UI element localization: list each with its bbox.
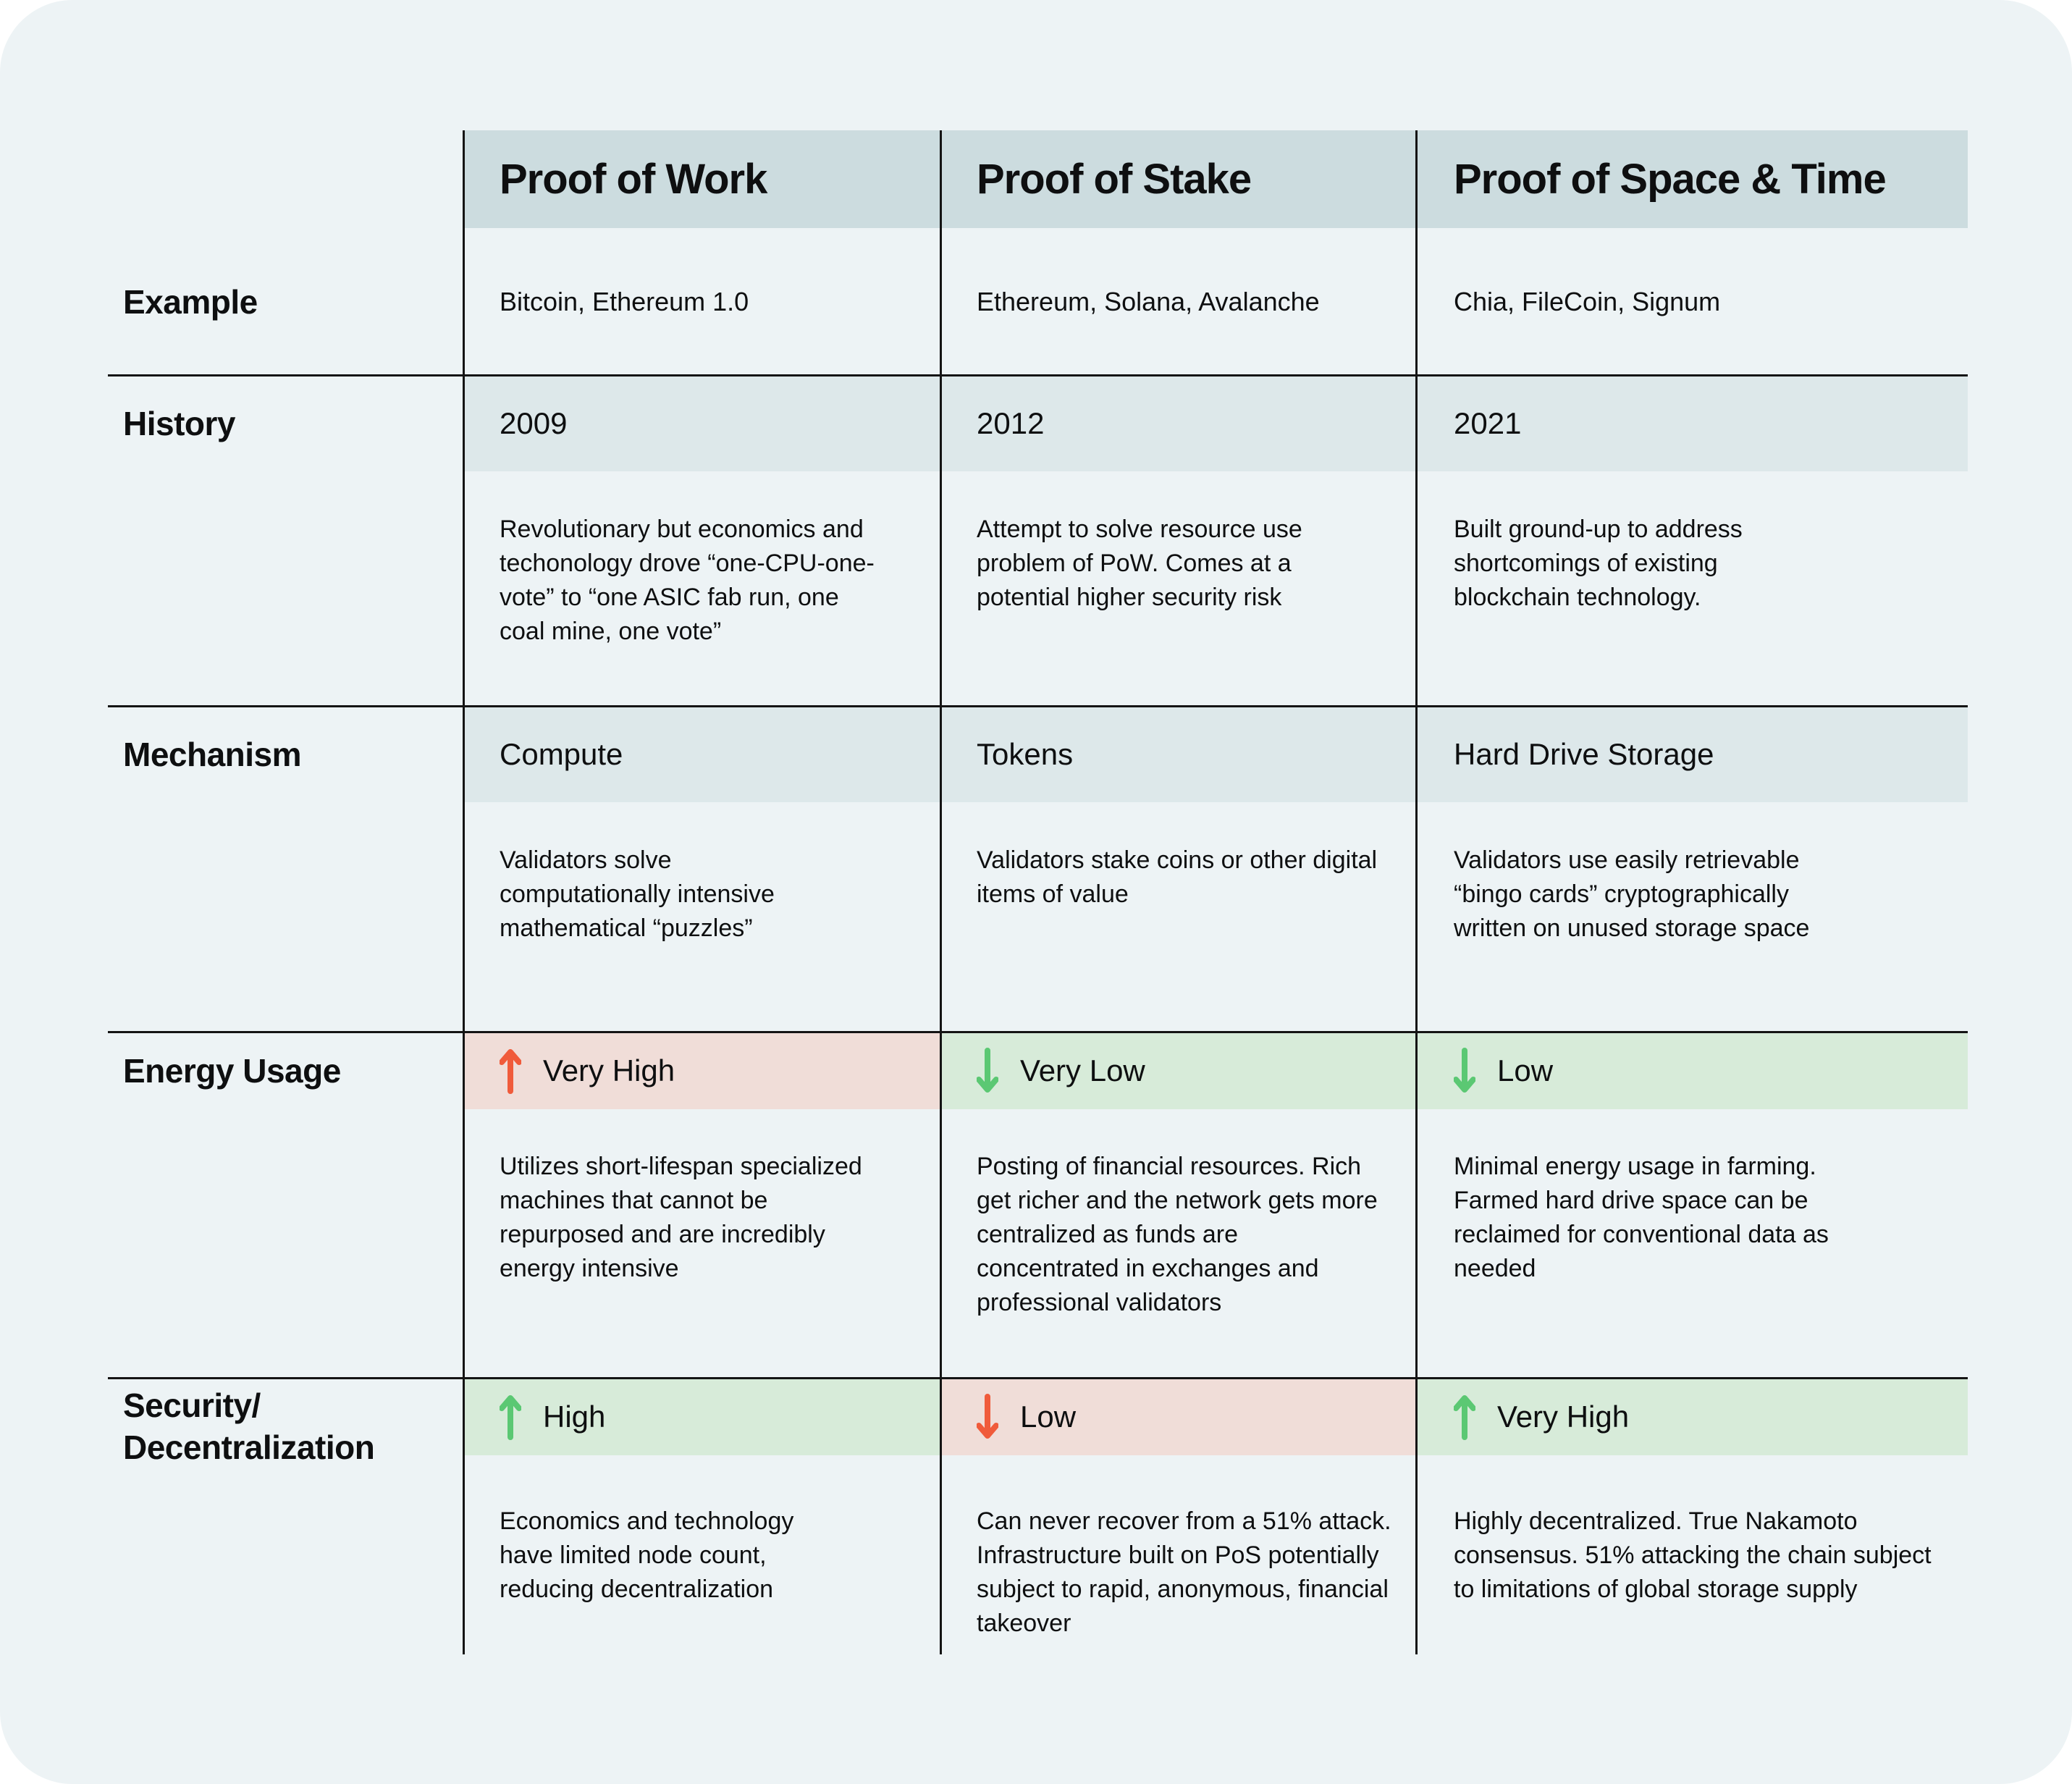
header-band <box>463 130 1968 228</box>
row-divider-2 <box>108 705 1968 707</box>
energy-badge-band-post <box>1416 1032 1968 1109</box>
badge-energy-pow-label: Very High <box>543 1053 675 1087</box>
badge-energy-post-label: Low <box>1497 1053 1554 1087</box>
badge-security-pow-label: High <box>543 1399 606 1434</box>
row-divider-4 <box>108 1377 1968 1379</box>
cell-energy-desc-pos: Posting of financial resources. Rich get… <box>977 1153 1378 1316</box>
security-badge-band-pow <box>463 1378 940 1455</box>
column-divider-2 <box>940 130 942 1654</box>
cell-security-desc-pos: Can never recover from a 51% attack. Inf… <box>977 1507 1391 1637</box>
row-divider-1 <box>108 374 1968 376</box>
cell-energy-desc-post: Minimal energy usage in farming. Farmed … <box>1454 1153 1829 1282</box>
cell-mechanism-desc-post: Validators use easily retrievable “bingo… <box>1454 846 1810 942</box>
energy-badge-band-pos <box>940 1032 1416 1109</box>
badge-security-pow: High <box>500 1378 605 1455</box>
badge-energy-pos: Very Low <box>977 1032 1145 1109</box>
arrow-down-icon <box>977 1047 998 1093</box>
mechanism-band <box>463 706 1968 802</box>
badge-security-post-label: Very High <box>1497 1399 1630 1434</box>
arrow-down-icon <box>1454 1047 1475 1093</box>
cell-example-pos: Ethereum, Solana, Avalanche <box>977 286 1320 316</box>
cell-mechanism-post: Hard Drive Storage <box>1454 736 1714 771</box>
cell-history-desc-post: Built ground-up to address shortcomings … <box>1454 516 1743 611</box>
column-header-post: Proof of Space & Time <box>1454 156 1887 203</box>
arrow-up-icon <box>500 1394 521 1440</box>
column-header-pos: Proof of Stake <box>977 156 1252 203</box>
cell-mechanism-desc-pow: Validators solve computationally intensi… <box>500 846 775 942</box>
security-badge-band-post <box>1416 1378 1968 1455</box>
row-label-security-decentralization: Security/ Decentralization <box>123 1384 375 1468</box>
badge-security-pos-label: Low <box>1020 1399 1077 1434</box>
history-year-band <box>463 375 1968 471</box>
row-label-history: History <box>123 404 235 442</box>
arrow-up-icon <box>1454 1394 1475 1440</box>
badge-energy-post: Low <box>1454 1032 1553 1109</box>
cell-security-desc-post: Highly decentralized. True Nakamoto cons… <box>1454 1507 1932 1603</box>
row-label-mechanism: Mechanism <box>123 735 302 773</box>
arrow-up-icon <box>500 1048 521 1094</box>
security-label-line-2: Decentralization <box>123 1429 375 1466</box>
row-label-example: Example <box>123 282 258 321</box>
cell-example-post: Chia, FileCoin, Signum <box>1454 286 1721 316</box>
row-divider-3 <box>108 1031 1968 1033</box>
column-header-pow: Proof of Work <box>500 156 767 203</box>
cell-history-desc-pos: Attempt to solve resource use problem of… <box>977 516 1302 611</box>
row-label-energy-usage: Energy Usage <box>123 1051 341 1090</box>
cell-history-year-post: 2021 <box>1454 405 1522 440</box>
cell-mechanism-pow: Compute <box>500 736 623 771</box>
cell-history-year-pos: 2012 <box>977 405 1045 440</box>
badge-security-pos: Low <box>977 1378 1076 1455</box>
energy-badge-band-pow <box>463 1032 940 1109</box>
column-divider-1 <box>463 130 465 1654</box>
badge-security-post: Very High <box>1454 1378 1629 1455</box>
cell-mechanism-desc-pos: Validators stake coins or other digital … <box>977 846 1378 908</box>
arrow-down-icon <box>977 1393 998 1439</box>
cell-security-desc-pow: Economics and technology have limited no… <box>500 1507 794 1603</box>
column-divider-3 <box>1415 130 1418 1654</box>
cell-energy-desc-pow: Utilizes short-lifespan specialized mach… <box>500 1153 862 1282</box>
security-badge-band-pos <box>940 1378 1416 1455</box>
cell-mechanism-pos: Tokens <box>977 736 1074 771</box>
badge-energy-pos-label: Very Low <box>1020 1053 1145 1087</box>
cell-history-desc-pow: Revolutionary but economics and techonol… <box>500 516 875 645</box>
security-label-line-1: Security/ <box>123 1387 261 1424</box>
cell-example-pow: Bitcoin, Ethereum 1.0 <box>500 286 749 316</box>
badge-energy-pow: Very High <box>500 1032 675 1109</box>
cell-history-year-pow: 2009 <box>500 405 568 440</box>
